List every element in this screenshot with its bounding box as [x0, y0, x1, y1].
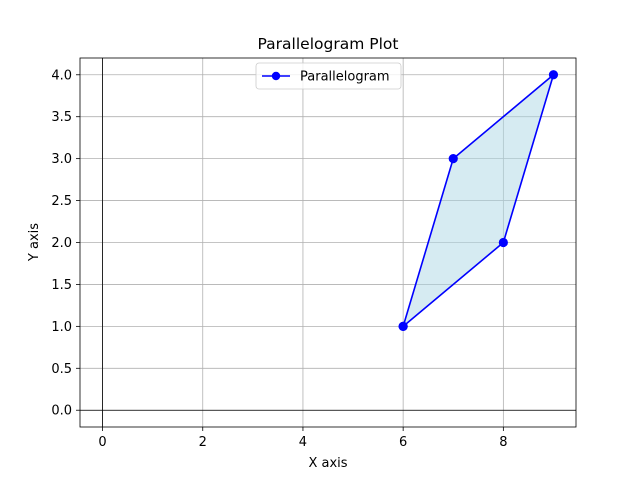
x-tick-label: 6	[399, 435, 407, 450]
y-tick-label: 3.5	[51, 110, 72, 125]
y-tick-label: 4.0	[51, 68, 72, 83]
legend: Parallelogram	[255, 62, 402, 90]
y-tick-label: 3.0	[51, 152, 72, 167]
y-tick-label: 2.0	[51, 236, 72, 251]
y-tick-label: 0.0	[51, 404, 72, 419]
x-tick-label: 4	[299, 435, 307, 450]
chart-title: Parallelogram Plot	[258, 35, 399, 53]
legend-box	[255, 62, 402, 90]
y-tick-label: 0.5	[51, 362, 72, 377]
x-tick-label: 0	[98, 435, 106, 450]
x-tick-label: 2	[199, 435, 207, 450]
legend-marker-swatch	[271, 71, 281, 81]
data-point	[448, 154, 458, 164]
y-axis-label: Y axis	[27, 223, 42, 262]
data-point	[548, 70, 559, 80]
x-tick-label: 8	[499, 435, 507, 450]
plot-area: 0 2 4 6 8 0.0 0.5 1.0 1.5 2.0 2.5 3.0 3.5 4.0 Parallel…	[51, 57, 577, 450]
parallelogram-fill	[403, 74, 554, 327]
x-axis-label: X axis	[308, 456, 347, 471]
data-point	[498, 237, 508, 248]
y-tick-label: 2.5	[51, 194, 72, 209]
data-point	[398, 321, 408, 331]
y-tick-label: 1.0	[51, 320, 72, 335]
legend-label: Parallelogram	[300, 70, 390, 85]
y-tick-label: 1.5	[51, 278, 72, 293]
